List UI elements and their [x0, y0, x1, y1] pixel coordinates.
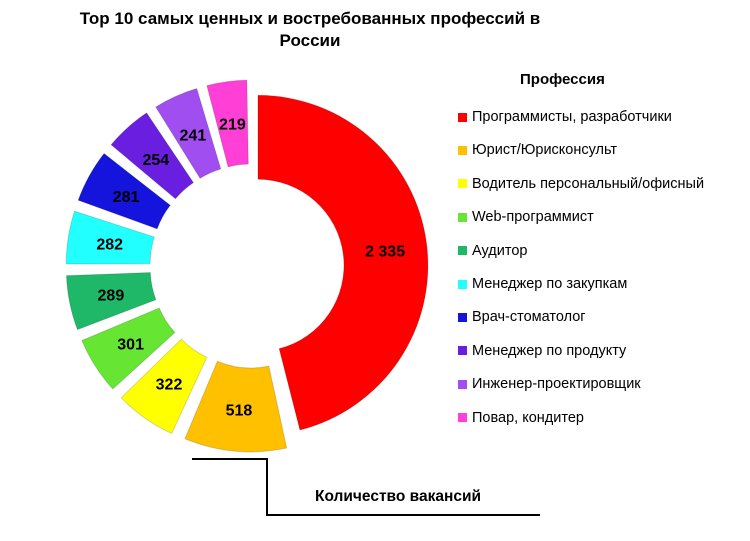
doughnut-segment [155, 87, 222, 180]
legend-item: Менеджер по продукту [458, 342, 626, 360]
legend-item: Программисты, разработчики [458, 108, 672, 126]
legend-title: Профессия [520, 71, 605, 88]
legend-item: Повар, кондитер [458, 409, 584, 427]
data-label: 289 [98, 288, 125, 305]
data-label: 282 [96, 237, 123, 254]
doughnut-segment [65, 210, 156, 265]
legend-label: Юрист/Юрисконсульт [472, 142, 618, 159]
doughnut-segment [184, 360, 288, 453]
legend-label: Врач-стоматолог [472, 309, 586, 326]
data-label: 281 [113, 189, 140, 206]
legend-item: Web-программист [458, 208, 594, 226]
doughnut-segment [206, 79, 249, 168]
chart-title: Top 10 самых ценных и востребованных про… [79, 9, 541, 50]
legend-swatch [458, 179, 467, 189]
legend-swatch [458, 145, 467, 155]
legend-label: Аудитор [472, 242, 528, 259]
series-label: Количество вакансий [315, 488, 482, 505]
legend-label: Менеджер по закупкам [472, 276, 628, 292]
legend-label: Водитель персональный/офисный [472, 175, 705, 192]
legend-label: Менеджер по продукту [472, 342, 627, 359]
legend-label: Инженер-проектировщик [472, 376, 641, 393]
doughnut-segment [81, 307, 176, 390]
legend-swatch [458, 346, 467, 356]
doughnut-segment [77, 152, 171, 230]
callout-leader-line [192, 458, 540, 516]
data-label: 301 [117, 336, 144, 353]
legend-swatch [458, 413, 467, 423]
doughnut-segment [120, 338, 208, 435]
doughnut-segment [257, 94, 429, 431]
doughnut-segment [110, 112, 195, 200]
data-label: 241 [180, 128, 207, 145]
data-label: 518 [226, 402, 253, 419]
doughnut-segment [65, 271, 157, 331]
legend-item: Юрист/Юрисконсульт [458, 141, 617, 159]
legend-item: Аудитор [458, 242, 527, 260]
data-label: 254 [142, 152, 169, 169]
legend-label: Web-программист [472, 209, 594, 226]
data-label: 219 [219, 116, 246, 133]
legend-label: Повар, кондитер [472, 409, 584, 426]
legend-swatch [458, 379, 467, 389]
data-label: 2 335 [365, 244, 405, 261]
legend-item: Инженер-проектировщик [458, 375, 641, 393]
legend-item: Менеджер по закупкам [458, 275, 627, 293]
legend-swatch [458, 246, 467, 256]
legend-label: Программисты, разработчики [472, 109, 672, 125]
legend-swatch [458, 312, 467, 322]
data-label: 322 [156, 377, 183, 394]
legend-swatch [458, 279, 467, 289]
legend-swatch [458, 212, 467, 222]
legend-item: Врач-стоматолог [458, 308, 586, 326]
legend-swatch [458, 112, 467, 122]
legend-item: Водитель персональный/офисный [458, 175, 704, 193]
